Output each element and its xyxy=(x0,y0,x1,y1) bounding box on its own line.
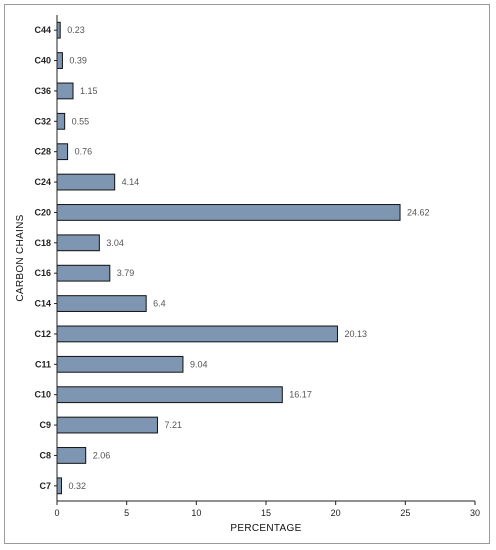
value-label-c10: 16.17 xyxy=(289,390,312,400)
value-label-c18: 3.04 xyxy=(106,238,124,248)
value-label-c12: 20.13 xyxy=(344,329,367,339)
category-label-c10: C10 xyxy=(34,390,51,400)
category-label-c16: C16 xyxy=(34,268,51,278)
category-label-c28: C28 xyxy=(34,147,51,157)
category-label-c9: C9 xyxy=(39,420,51,430)
value-label-c20: 24.62 xyxy=(407,207,430,217)
chart-frame: 0.23 C44 0.39 C40 1.15 C36 0.55 C32 0.76 C28 4.14 C… xyxy=(4,4,490,544)
x-axis-title: PERCENTAGE xyxy=(230,523,301,534)
category-label-c36: C36 xyxy=(34,86,51,96)
value-label-c44: 0.23 xyxy=(67,25,85,35)
bar-chart: 0.23 C44 0.39 C40 1.15 C36 0.55 C32 0.76 C28 4.14 C… xyxy=(15,15,480,534)
category-label-c44: C44 xyxy=(34,25,51,35)
category-label-c12: C12 xyxy=(34,329,51,339)
bar-c16 xyxy=(56,264,111,282)
category-label-c40: C40 xyxy=(34,56,51,66)
x-tick-label: 20 xyxy=(331,508,341,518)
bar-c20 xyxy=(56,204,401,221)
bar-c32 xyxy=(56,112,66,130)
value-label-c40: 0.39 xyxy=(69,56,87,66)
value-label-c16: 3.79 xyxy=(117,268,135,278)
value-label-c36: 1.15 xyxy=(80,86,98,96)
bar-c14 xyxy=(56,295,147,312)
category-label-c20: C20 xyxy=(34,207,51,217)
value-label-c32: 0.55 xyxy=(72,116,90,126)
category-label-c11: C11 xyxy=(35,359,51,369)
value-label-c7: 0.32 xyxy=(68,481,86,491)
bar-c28 xyxy=(56,143,69,161)
value-label-c24: 4.14 xyxy=(122,177,140,187)
category-label-c18: C18 xyxy=(34,238,51,248)
category-label-c7: C7 xyxy=(39,481,51,491)
x-tick-label: 30 xyxy=(470,508,480,518)
bar-c8 xyxy=(56,447,87,464)
bar-c10 xyxy=(56,386,283,404)
bar-c7 xyxy=(56,477,62,495)
value-label-c8: 2.06 xyxy=(93,450,111,460)
x-tick-label: 5 xyxy=(124,508,129,518)
value-label-c11: 9.04 xyxy=(190,359,208,369)
category-label-c32: C32 xyxy=(34,116,51,126)
y-axis-title: CARBON CHAINS xyxy=(15,214,26,301)
bar-c40 xyxy=(56,52,63,69)
x-tick-label: 25 xyxy=(400,508,410,518)
category-label-c8: C8 xyxy=(39,450,51,460)
value-label-c14: 6.4 xyxy=(153,299,166,309)
bar-c18 xyxy=(56,234,100,252)
category-label-c14: C14 xyxy=(34,299,51,309)
bar-c9 xyxy=(56,416,158,434)
bar-c24 xyxy=(56,173,116,191)
bar-c11 xyxy=(56,355,184,373)
x-tick-label: 10 xyxy=(191,508,201,518)
bar-c12 xyxy=(56,325,338,343)
bar-c36 xyxy=(56,82,74,100)
x-tick-label: 15 xyxy=(261,508,271,518)
plot-area: 0.23 C44 0.39 C40 1.15 C36 0.55 C32 0.76 C28 4.14 C… xyxy=(34,15,480,518)
value-label-c28: 0.76 xyxy=(75,147,93,157)
category-label-c24: C24 xyxy=(34,177,51,187)
value-label-c9: 7.21 xyxy=(164,420,182,430)
x-tick-label: 0 xyxy=(54,508,59,518)
